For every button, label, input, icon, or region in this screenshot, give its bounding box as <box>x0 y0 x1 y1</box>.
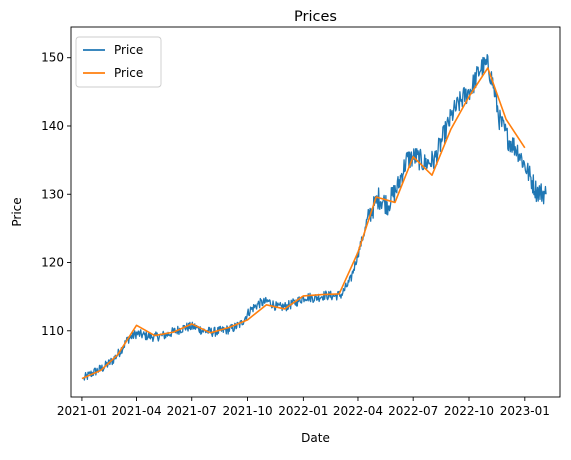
x-tick-label: 2022-04 <box>333 404 383 418</box>
chart-title: Prices <box>294 9 337 25</box>
y-tick-label: 120 <box>41 256 64 270</box>
y-axis-label: Price <box>10 197 24 226</box>
legend-label-price-monthly: Price <box>114 66 143 80</box>
series-line-monthly <box>81 67 526 380</box>
x-tick-label: 2022-01 <box>278 404 328 418</box>
x-tick-label: 2022-07 <box>388 404 438 418</box>
legend: Price Price <box>75 36 162 88</box>
y-tick-label: 140 <box>41 119 64 133</box>
x-tick-label: 2021-01 <box>57 404 107 418</box>
plot-frame <box>71 27 560 397</box>
x-tick-label: 2022-10 <box>444 404 494 418</box>
y-tick-label: 150 <box>41 51 64 65</box>
y-tick-label: 110 <box>41 324 64 338</box>
y-axis: 110 120 130 140 150 <box>41 51 71 338</box>
x-tick-label: 2021-10 <box>222 404 272 418</box>
plot-area <box>70 26 561 398</box>
x-axis-label: Date <box>301 431 330 445</box>
series-layer <box>81 53 547 381</box>
x-tick-label: 2021-04 <box>111 404 161 418</box>
x-tick-label: 2021-07 <box>167 404 217 418</box>
legend-label-price-daily: Price <box>114 43 143 57</box>
x-axis: 2021-01 2021-04 2021-07 2021-10 2022-01 2022-… <box>57 397 550 418</box>
x-tick-label: 2023-01 <box>500 404 550 418</box>
y-tick-label: 130 <box>41 187 64 201</box>
plot-border <box>70 26 561 398</box>
